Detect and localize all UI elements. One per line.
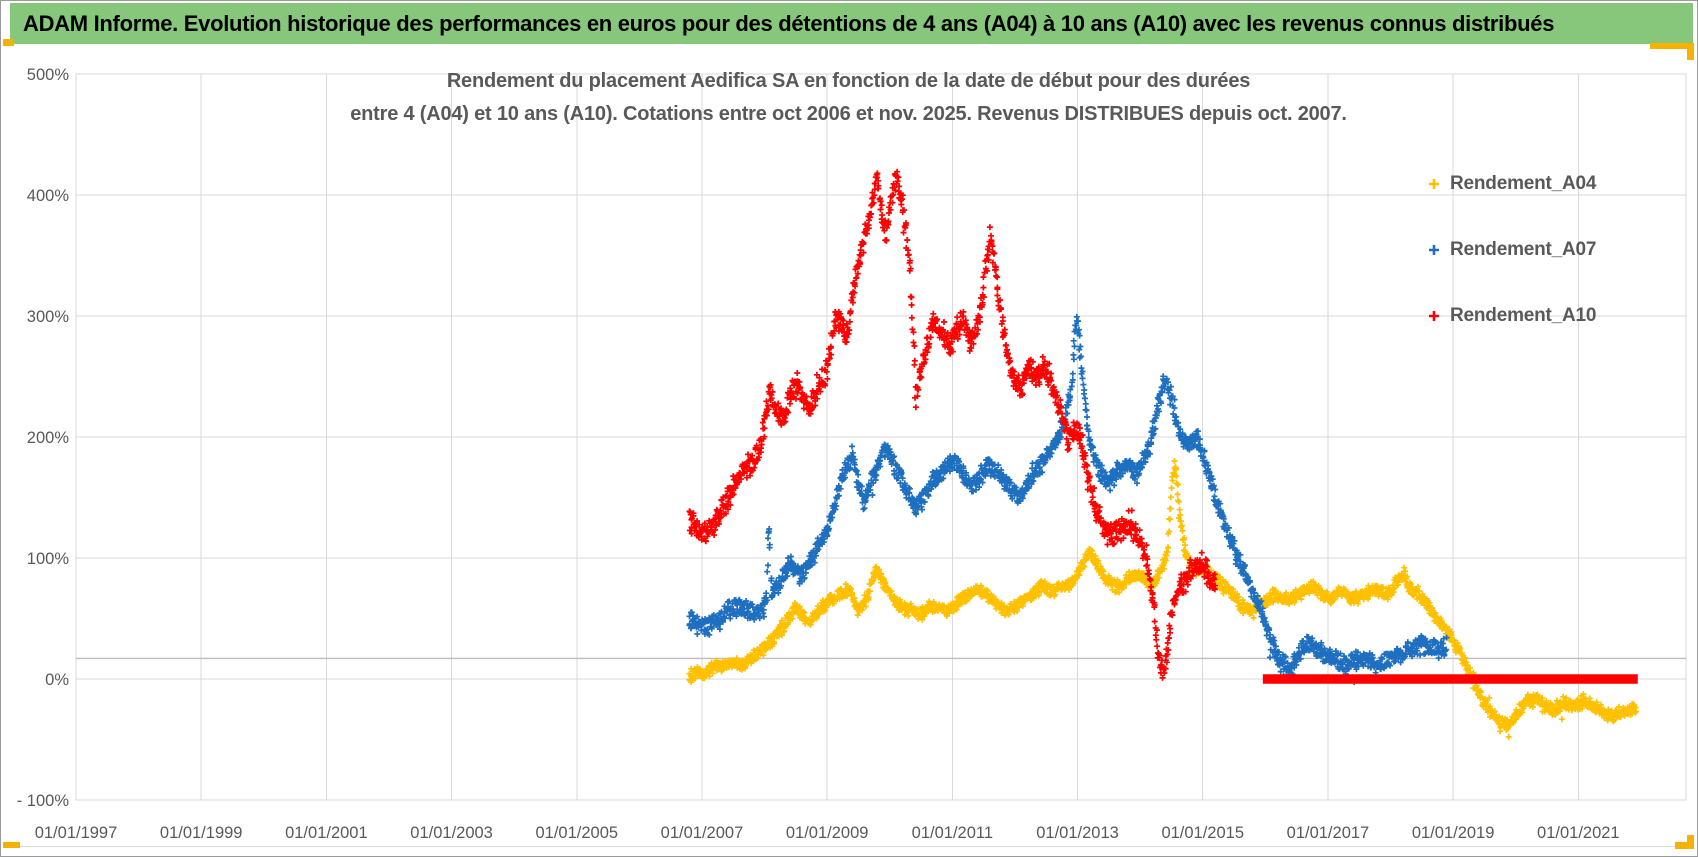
x-tick-label: 01/01/2001 bbox=[285, 824, 368, 842]
plot-series bbox=[686, 168, 1639, 740]
x-tick-label: 01/01/2021 bbox=[1537, 824, 1620, 842]
legend-label: Rendement_A07 bbox=[1450, 239, 1597, 260]
x-tick-label: 01/01/2007 bbox=[661, 824, 744, 842]
x-tick-label: 01/01/2003 bbox=[410, 824, 493, 842]
x-axis-labels: 01/01/1997 01/01/1999 01/01/2001 01/01/2003… bbox=[35, 824, 1620, 842]
y-tick-label: 200% bbox=[27, 429, 70, 447]
legend-item-Rendement_A04[interactable]: Rendement_A04 bbox=[1427, 171, 1596, 197]
y-tick-label: 300% bbox=[27, 308, 70, 326]
y-tick-label: - 100% bbox=[17, 792, 70, 810]
series-Rendement_A10 bbox=[686, 168, 1219, 681]
y-tick-label: 100% bbox=[27, 550, 70, 568]
chart-object[interactable]: 01/01/1997 01/01/1999 01/01/2001 01/01/2003… bbox=[3, 45, 1694, 847]
x-tick-label: 01/01/1997 bbox=[35, 824, 118, 842]
plus-marker-icon bbox=[1429, 311, 1439, 321]
x-tick-label: 01/01/2013 bbox=[1036, 824, 1119, 842]
x-tick-label: 01/01/1999 bbox=[160, 824, 243, 842]
x-tick-label: 01/01/2015 bbox=[1161, 824, 1244, 842]
gridlines bbox=[75, 73, 1687, 801]
corner-mark-top-left bbox=[3, 39, 14, 46]
sheet-header-title: ADAM Informe. Evolution historique des p… bbox=[23, 10, 1555, 36]
corner-mark-bottom-left bbox=[3, 842, 20, 848]
legend-item-Rendement_A10[interactable]: Rendement_A10 bbox=[1427, 303, 1596, 329]
y-tick-label: 0% bbox=[45, 671, 69, 689]
plus-marker-icon bbox=[1429, 179, 1439, 189]
legend-item-Rendement_A07[interactable]: Rendement_A07 bbox=[1427, 237, 1596, 263]
x-tick-label: 01/01/2009 bbox=[786, 824, 869, 842]
y-tick-label: 400% bbox=[27, 187, 70, 205]
legend-label: Rendement_A10 bbox=[1450, 305, 1597, 326]
y-tick-label: 500% bbox=[27, 66, 70, 84]
y-axis-labels: 500% 400% 300% 200% 100% 0% - 100% bbox=[17, 66, 70, 810]
x-tick-label: 01/01/2017 bbox=[1287, 824, 1370, 842]
series-Rendement_A04 bbox=[686, 458, 1639, 740]
sheet-header: ADAM Informe. Evolution historique des p… bbox=[10, 3, 1693, 44]
x-tick-label: 01/01/2019 bbox=[1412, 824, 1495, 842]
x-tick-label: 01/01/2005 bbox=[535, 824, 618, 842]
plus-marker-icon bbox=[1429, 245, 1439, 255]
legend-label: Rendement_A04 bbox=[1450, 173, 1597, 194]
series-Rendement_A07 bbox=[686, 313, 1450, 686]
x-tick-label: 01/01/2011 bbox=[912, 824, 993, 842]
